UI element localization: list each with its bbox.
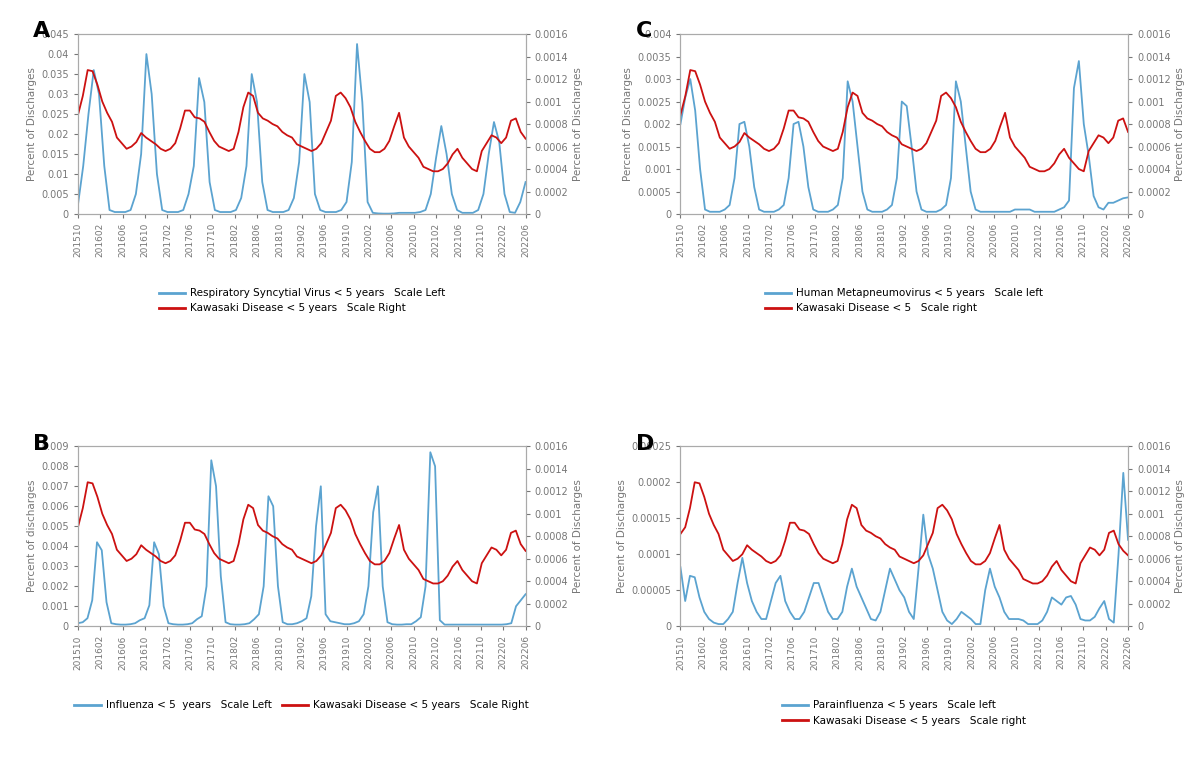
Y-axis label: Percent of Discharges: Percent of Discharges xyxy=(28,67,37,181)
Legend: Human Metapneumovirus < 5 years   Scale left, Kawasaki Disease < 5   Scale right: Human Metapneumovirus < 5 years Scale le… xyxy=(761,284,1048,317)
Y-axis label: Percent of Discharges: Percent of Discharges xyxy=(1175,479,1186,593)
Y-axis label: Percent of Discharges: Percent of Discharges xyxy=(623,67,634,181)
Text: D: D xyxy=(636,433,654,454)
Legend: Parainfluenza < 5 years   Scale left, Kawasaki Disease < 5 years   Scale right: Parainfluenza < 5 years Scale left, Kawa… xyxy=(778,696,1031,730)
Y-axis label: Percent of discharges: Percent of discharges xyxy=(28,480,37,593)
Legend: Influenza < 5  years   Scale Left, Kawasaki Disease < 5 years   Scale Right: Influenza < 5 years Scale Left, Kawasaki… xyxy=(71,696,533,714)
Y-axis label: Percent of Discharges: Percent of Discharges xyxy=(572,479,582,593)
Legend: Respiratory Syncytial Virus < 5 years   Scale Left, Kawasaki Disease < 5 years  : Respiratory Syncytial Virus < 5 years Sc… xyxy=(155,284,449,317)
Text: A: A xyxy=(34,22,50,41)
Text: B: B xyxy=(34,433,50,454)
Y-axis label: Percent of Discharges: Percent of Discharges xyxy=(572,67,582,181)
Y-axis label: Percent of Discharges: Percent of Discharges xyxy=(617,479,628,593)
Y-axis label: Percent of Discharges: Percent of Discharges xyxy=(1175,67,1186,181)
Text: C: C xyxy=(636,22,652,41)
